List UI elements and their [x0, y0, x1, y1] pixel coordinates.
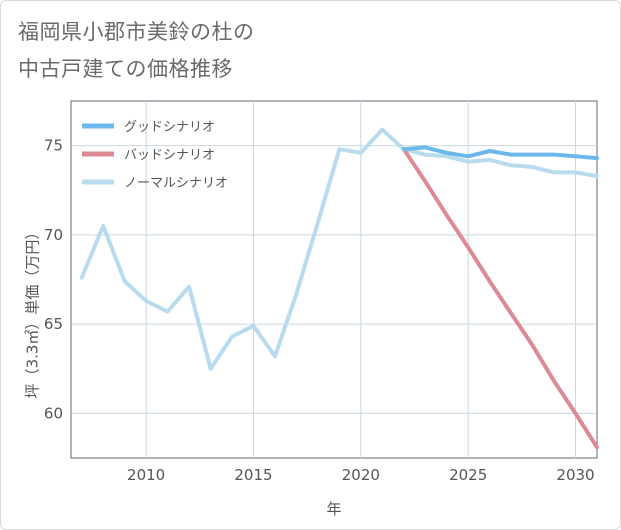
chart-title-line2: 中古戸建ての価格推移 [18, 57, 233, 81]
series-lines [79, 127, 599, 450]
x-tick-label: 2010 [127, 466, 165, 484]
x-axis-label: 年 [326, 500, 341, 518]
x-tick-label: 2015 [234, 466, 272, 484]
y-tick-label: 65 [44, 315, 63, 333]
axis-ticks: 2010 2015 2020 2025 2030 60 65 70 75 [44, 137, 595, 484]
x-tick-label: 2020 [342, 466, 380, 484]
series-line-1 [401, 147, 599, 450]
y-tick-label: 75 [44, 137, 63, 155]
chart-title: 福岡県小郡市美鈴の杜の 中古戸建ての価格推移 [18, 14, 255, 88]
y-tick-label: 70 [44, 226, 63, 244]
grid-lines [71, 101, 597, 458]
x-tick-label: 2030 [556, 466, 594, 484]
series-line-2 [79, 127, 599, 371]
chart-title-line1: 福岡県小郡市美鈴の杜の [18, 20, 255, 44]
legend-label: ノーマルシナリオ [124, 176, 228, 191]
x-tick-label: 2025 [449, 466, 487, 484]
legend-label: バッドシナリオ [124, 148, 215, 163]
y-tick-label: 60 [44, 404, 63, 422]
series-line-0 [401, 145, 599, 161]
legend-label: グッドシナリオ [124, 120, 215, 135]
y-axis-label: 坪（3.3㎡）単価（万円） [23, 224, 42, 399]
